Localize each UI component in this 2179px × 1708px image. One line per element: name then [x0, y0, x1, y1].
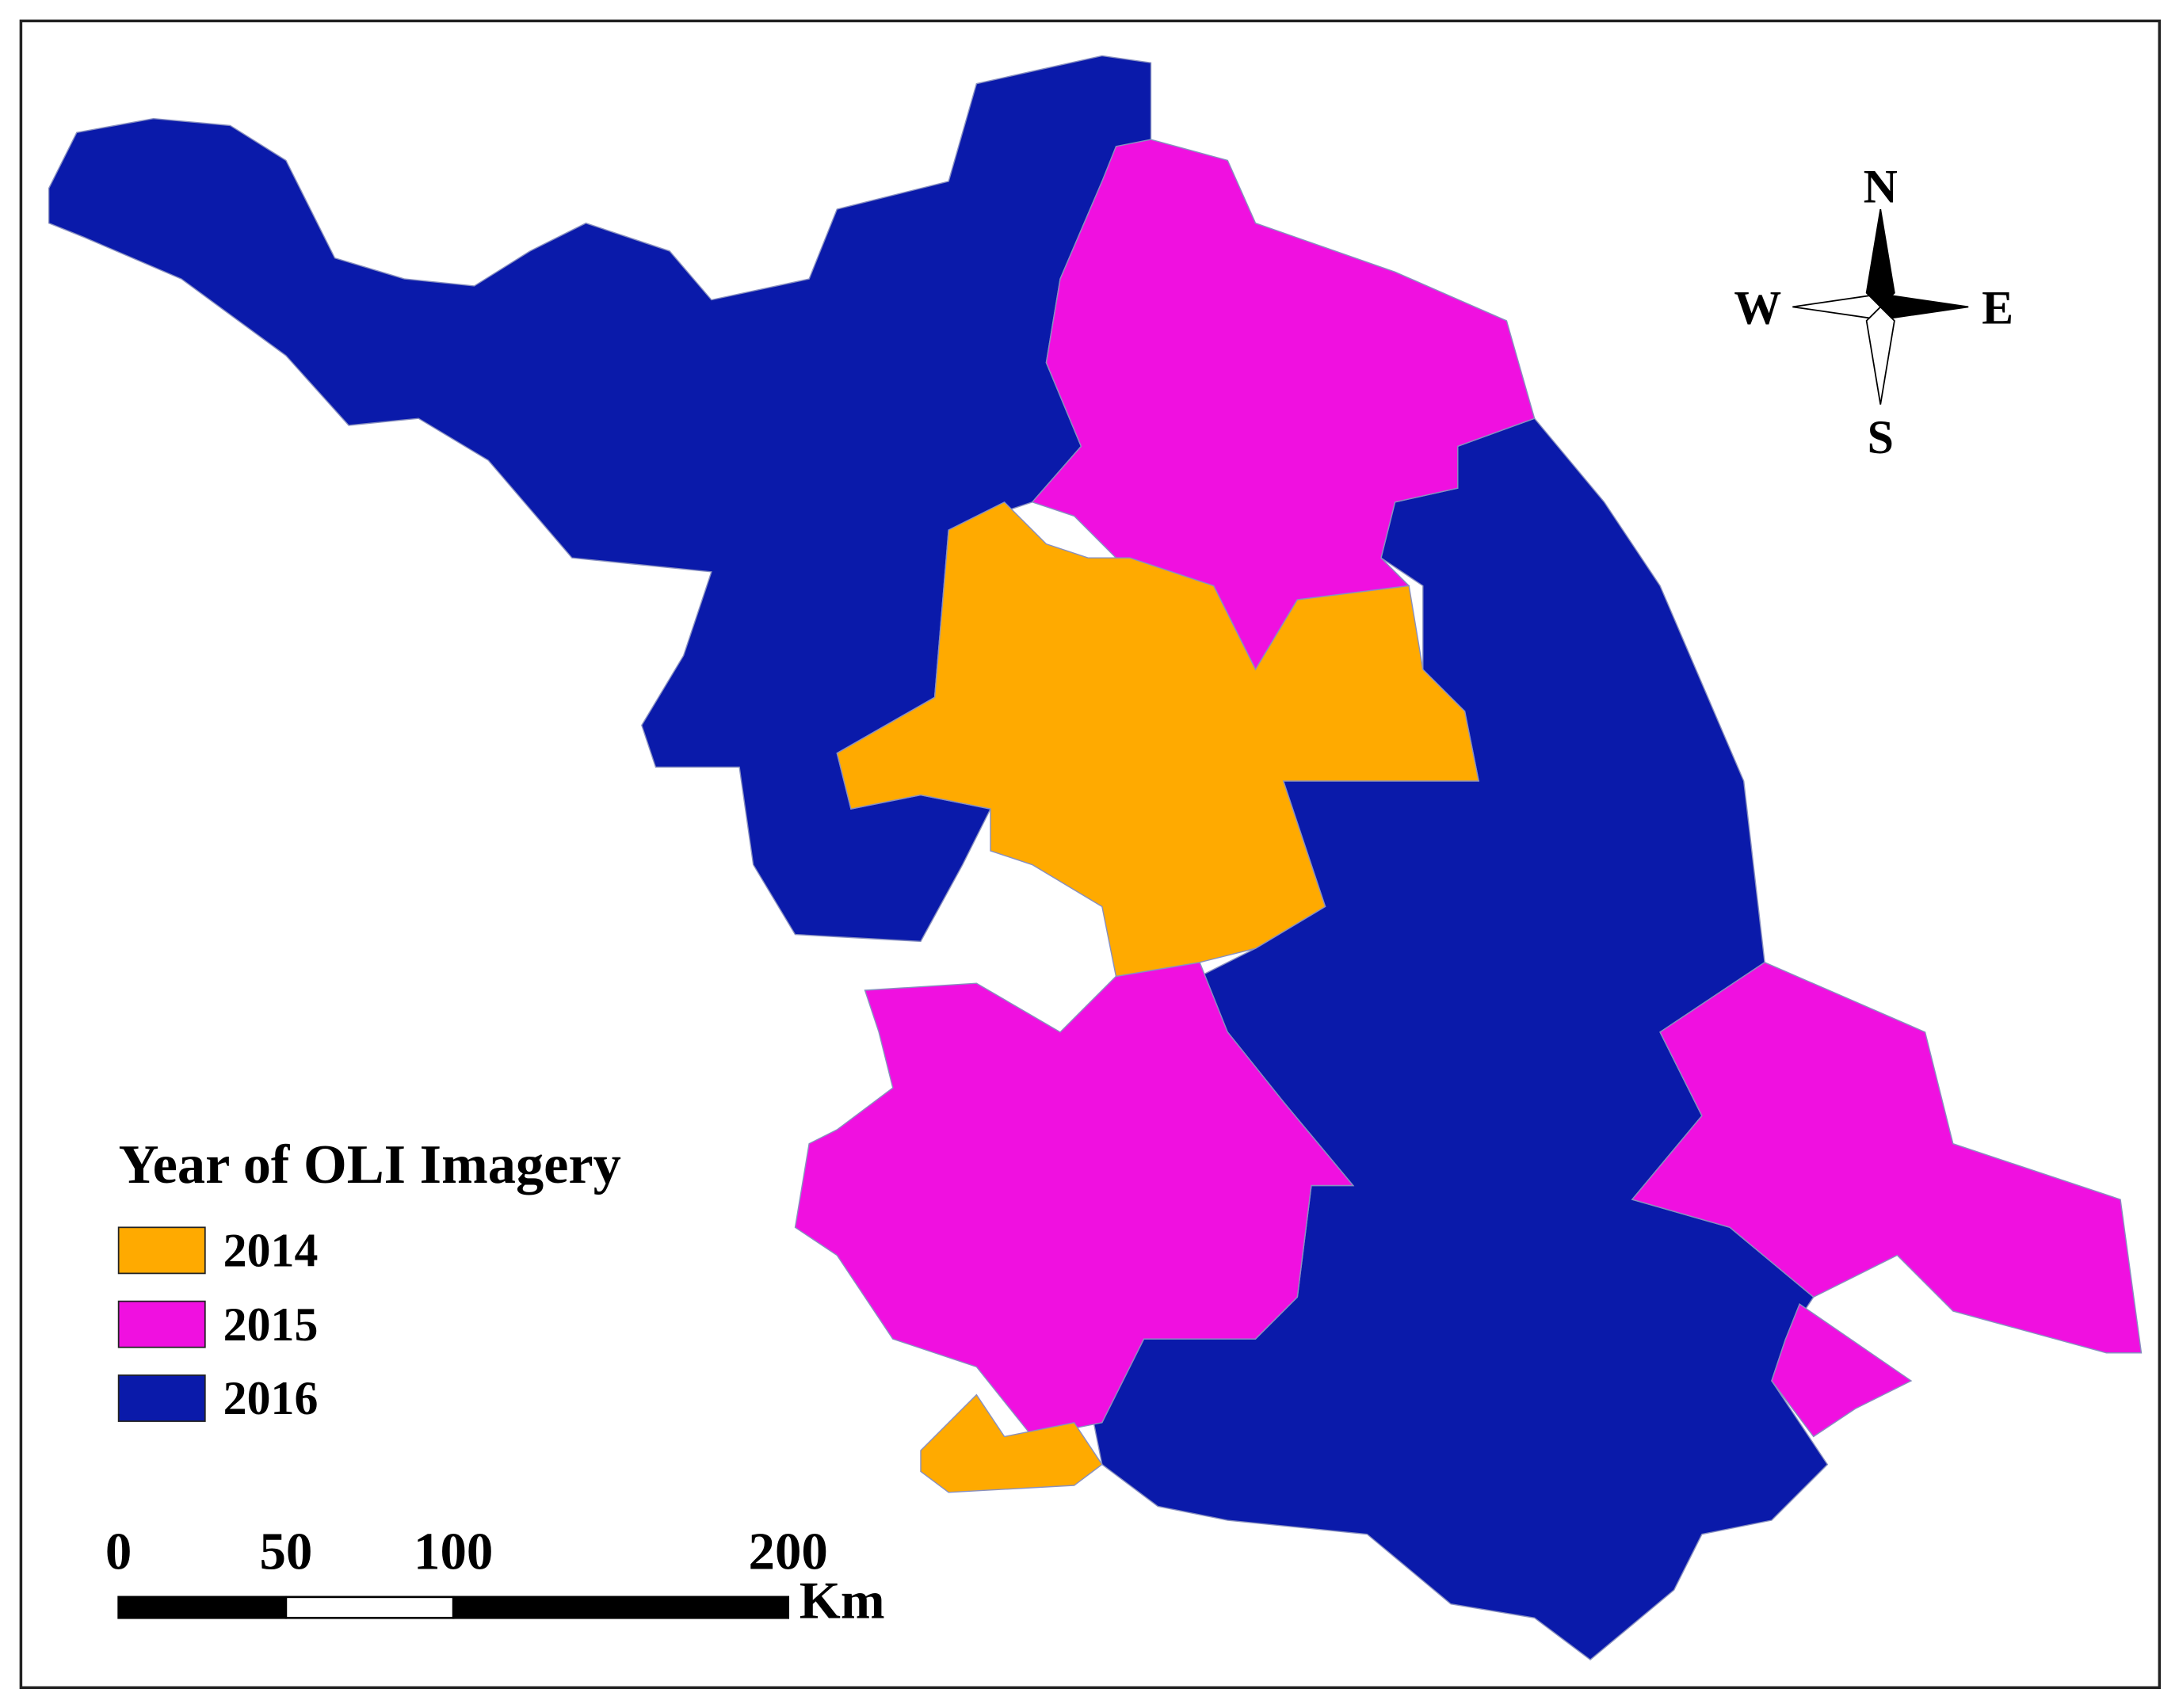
compass-label: E: [1982, 281, 2013, 334]
legend-label: 2014: [223, 1225, 319, 1277]
scale-segment: [452, 1596, 790, 1619]
compass-label: N: [1864, 160, 1898, 212]
region: [836, 501, 1480, 978]
scale-label: 200: [749, 1523, 828, 1581]
regions: [48, 55, 2143, 1660]
legend-label: 2015: [223, 1298, 319, 1351]
compass-needle: [1879, 295, 1969, 319]
scale-unit: Km: [799, 1571, 885, 1630]
region: [1631, 961, 2143, 1354]
legend-swatch: [117, 1226, 206, 1275]
scale-label: 50: [259, 1523, 312, 1581]
scale-label: 100: [414, 1523, 493, 1581]
legend-swatch: [117, 1374, 206, 1422]
compass-label: S: [1868, 411, 1894, 463]
legend-label: 2016: [223, 1372, 319, 1424]
scale-segment: [117, 1596, 288, 1619]
region: [1771, 1303, 1913, 1438]
compass: N S E W: [1734, 160, 2013, 463]
region: [920, 1393, 1103, 1493]
legend-swatch: [117, 1300, 206, 1348]
scale-segment: [284, 1596, 455, 1619]
legend-title: Year of OLI Imagery: [119, 1134, 621, 1195]
legend: 2014 2015 2016: [117, 1225, 319, 1424]
scale-label: 0: [105, 1523, 132, 1581]
compass-label: W: [1734, 281, 1781, 334]
